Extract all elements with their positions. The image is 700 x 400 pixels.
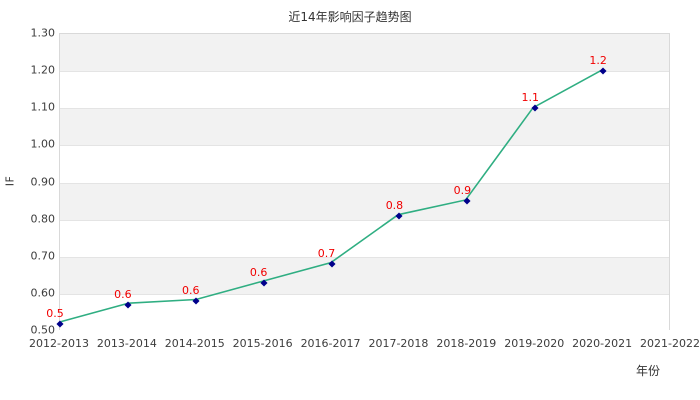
x-tick-label: 2017-2018 bbox=[368, 337, 429, 350]
y-tick-label: 0.50 bbox=[30, 323, 56, 337]
data-point-value: 1.2 bbox=[589, 54, 607, 68]
data-point-value: 0.8 bbox=[385, 198, 404, 212]
plot-area: 0.5 0.6 0.6 0.6 0.7 0.8 0.9 1.1 1.2 bbox=[46, 33, 670, 331]
gridline bbox=[60, 256, 669, 258]
y-tick-label: 1.30 bbox=[30, 26, 56, 40]
x-tick-label: 2019-2020 bbox=[504, 337, 565, 350]
gridline bbox=[60, 108, 669, 110]
x-tick-label: 2013-2014 bbox=[96, 337, 157, 350]
gridline bbox=[60, 71, 669, 73]
y-tick-label: 1.00 bbox=[30, 137, 56, 151]
plot-band bbox=[60, 108, 669, 146]
data-point-value: 0.6 bbox=[114, 288, 132, 301]
chart-title: 近14年影响因子趋势图 bbox=[288, 10, 412, 24]
plot-band bbox=[60, 182, 669, 220]
x-axis-title: 年份 bbox=[636, 364, 661, 378]
x-tick-label: 2015-2016 bbox=[232, 337, 293, 350]
gridline bbox=[60, 182, 669, 184]
gridline bbox=[60, 145, 669, 147]
x-tick-label: 2014-2015 bbox=[164, 337, 225, 350]
y-tick-label: 0.90 bbox=[30, 175, 56, 188]
y-tick-label: 0.70 bbox=[30, 249, 56, 263]
plot-band bbox=[60, 145, 669, 183]
data-point-value: 0.9 bbox=[453, 184, 472, 198]
x-tick-label: 2021-2022 bbox=[640, 337, 700, 350]
plot-band bbox=[60, 34, 669, 72]
data-point-value: 1.1 bbox=[521, 91, 539, 105]
plot-band bbox=[60, 256, 669, 294]
gridline bbox=[60, 219, 669, 221]
line-series bbox=[60, 70, 601, 323]
data-point-value: 0.6 bbox=[249, 265, 268, 279]
x-tick-label: 2012-2013 bbox=[29, 337, 89, 350]
data-point-value: 0.6 bbox=[182, 284, 200, 298]
y-tick-label: 1.10 bbox=[30, 100, 56, 114]
if-trend-line bbox=[60, 70, 601, 323]
y-tick-label: 0.80 bbox=[30, 212, 56, 226]
gridline bbox=[60, 293, 669, 295]
x-tick-label: 2016-2017 bbox=[300, 337, 361, 350]
y-tick-label: 0.60 bbox=[30, 286, 56, 300]
plot-band bbox=[60, 293, 669, 331]
x-tick-label: 2018-2019 bbox=[436, 337, 497, 350]
x-tick-label: 2020-2021 bbox=[572, 337, 633, 350]
data-point-value: 0.5 bbox=[46, 306, 64, 320]
data-point-value: 0.7 bbox=[317, 247, 336, 261]
y-tick-label: 1.20 bbox=[30, 63, 56, 77]
